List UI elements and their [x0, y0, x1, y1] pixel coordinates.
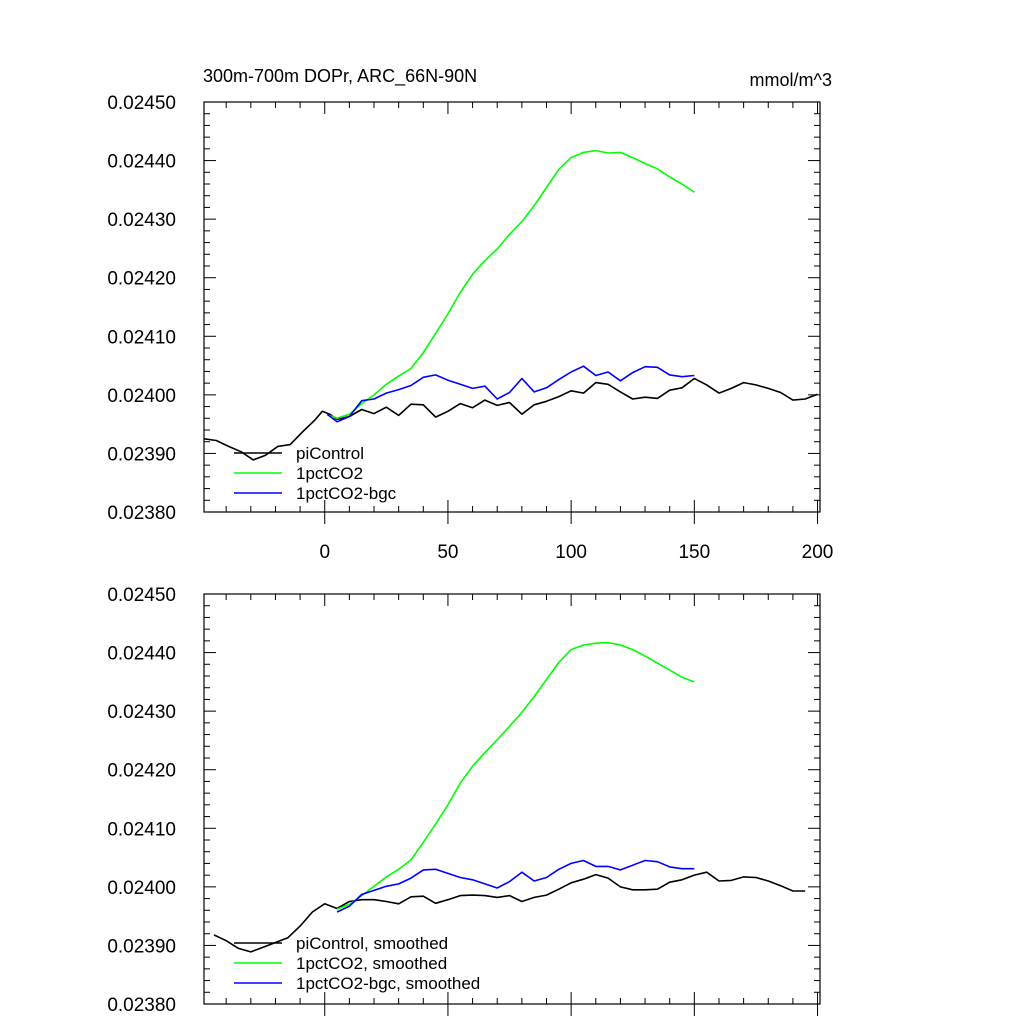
series-line	[326, 365, 695, 423]
y-tick-label: 0.02420	[107, 761, 176, 782]
top-panel: 0.02450 0.02440 0.02430 0.02420 0.02410 0.024…	[107, 93, 833, 563]
y-tick-label: 0.02430	[107, 702, 176, 723]
y-tick-label: 0.02410	[107, 819, 176, 840]
series-group	[213, 641, 806, 953]
y-tick-label: 0.02440	[107, 644, 176, 665]
y-tick-label: 0.02390	[107, 444, 176, 465]
y-tick-label: 0.02420	[107, 269, 176, 290]
legend-label: 1pctCO2-bgc	[296, 484, 397, 503]
units-label: mmol/m^3	[750, 70, 832, 90]
y-tick-label: 0.02400	[107, 878, 176, 899]
x-tick-label: 0	[319, 542, 330, 563]
y-tick-label: 0.02410	[107, 327, 176, 348]
y-tick-label: 0.02380	[107, 995, 176, 1016]
x-tick-label: 100	[555, 542, 587, 563]
x-tick-label: 200	[802, 542, 834, 563]
legend-label: piControl, smoothed	[296, 934, 448, 953]
legend-label: 1pctCO2-bgc, smoothed	[296, 974, 480, 993]
series-line	[204, 377, 818, 461]
y-tick-label: 0.02380	[107, 503, 176, 524]
series-group	[204, 149, 818, 461]
x-tick-label: 50	[437, 542, 458, 563]
legend-label: 1pctCO2	[296, 464, 363, 483]
chart-title: 300m-700m DOPr, ARC_66N-90N	[203, 66, 477, 87]
series-line	[336, 859, 695, 913]
legend-label: 1pctCO2, smoothed	[296, 954, 447, 973]
bottom-panel: 0.02450 0.02440 0.02430 0.02420 0.02410 0.024…	[107, 585, 821, 1016]
y-tick-label: 0.02430	[107, 210, 176, 231]
series-line	[213, 871, 806, 953]
y-tick-label: 0.02400	[107, 386, 176, 407]
plot-frame	[203, 593, 821, 1005]
series-line	[336, 641, 695, 910]
y-tick-label: 0.02390	[107, 936, 176, 957]
y-tick-label: 0.02450	[107, 93, 176, 114]
legend-label: piControl	[296, 444, 364, 463]
y-tick-label: 0.02450	[107, 585, 176, 606]
y-tick-label: 0.02440	[107, 152, 176, 173]
plot-frame	[203, 101, 821, 513]
x-tick-label: 150	[678, 542, 710, 563]
series-line	[326, 149, 695, 420]
